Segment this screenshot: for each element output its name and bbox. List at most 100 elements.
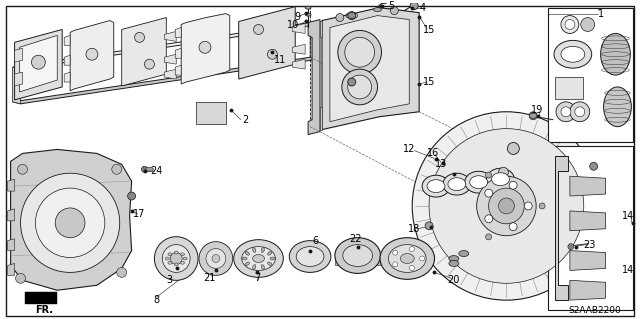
Polygon shape bbox=[181, 14, 230, 84]
Circle shape bbox=[31, 55, 45, 69]
Polygon shape bbox=[175, 65, 181, 75]
Circle shape bbox=[565, 19, 575, 29]
Ellipse shape bbox=[422, 175, 450, 197]
Polygon shape bbox=[570, 280, 605, 300]
Text: 5: 5 bbox=[388, 1, 394, 11]
Ellipse shape bbox=[253, 255, 264, 263]
Ellipse shape bbox=[165, 257, 170, 260]
Ellipse shape bbox=[253, 264, 256, 270]
Text: 21: 21 bbox=[203, 273, 215, 283]
Circle shape bbox=[486, 172, 492, 178]
Text: 15: 15 bbox=[423, 26, 435, 35]
Ellipse shape bbox=[168, 253, 172, 256]
Text: 16: 16 bbox=[427, 148, 439, 159]
Ellipse shape bbox=[443, 173, 470, 195]
Circle shape bbox=[163, 245, 190, 272]
Polygon shape bbox=[164, 69, 176, 79]
Circle shape bbox=[485, 189, 493, 197]
Text: 1: 1 bbox=[598, 9, 604, 19]
Circle shape bbox=[499, 167, 508, 177]
Ellipse shape bbox=[554, 41, 592, 68]
Bar bbox=[548, 8, 634, 142]
Ellipse shape bbox=[561, 46, 585, 62]
Polygon shape bbox=[122, 18, 166, 86]
Ellipse shape bbox=[448, 178, 466, 190]
Ellipse shape bbox=[168, 261, 172, 264]
Circle shape bbox=[199, 242, 233, 275]
Circle shape bbox=[509, 223, 517, 231]
Ellipse shape bbox=[400, 254, 414, 263]
Polygon shape bbox=[70, 20, 114, 91]
Polygon shape bbox=[570, 176, 605, 196]
Polygon shape bbox=[292, 24, 305, 33]
Ellipse shape bbox=[449, 256, 459, 262]
Text: 22: 22 bbox=[349, 234, 362, 244]
Circle shape bbox=[20, 173, 120, 272]
Circle shape bbox=[420, 256, 424, 261]
Ellipse shape bbox=[374, 8, 381, 11]
Ellipse shape bbox=[427, 180, 445, 193]
Text: S2AAB2200: S2AAB2200 bbox=[568, 306, 621, 315]
Text: 13: 13 bbox=[435, 159, 447, 169]
Circle shape bbox=[410, 2, 418, 10]
Polygon shape bbox=[8, 239, 15, 251]
Circle shape bbox=[145, 59, 154, 69]
Polygon shape bbox=[175, 27, 181, 37]
Polygon shape bbox=[13, 67, 20, 104]
Ellipse shape bbox=[335, 238, 381, 273]
Text: 23: 23 bbox=[584, 240, 596, 250]
Text: 20: 20 bbox=[447, 275, 460, 285]
Ellipse shape bbox=[180, 253, 184, 256]
Circle shape bbox=[86, 48, 98, 60]
Polygon shape bbox=[310, 23, 318, 59]
Circle shape bbox=[561, 107, 571, 117]
Polygon shape bbox=[164, 32, 176, 41]
Bar bbox=[555, 77, 583, 99]
Circle shape bbox=[561, 16, 579, 33]
Circle shape bbox=[524, 202, 532, 210]
Circle shape bbox=[170, 253, 182, 264]
Ellipse shape bbox=[289, 241, 331, 272]
Polygon shape bbox=[239, 7, 295, 79]
Ellipse shape bbox=[242, 257, 247, 260]
Text: 7: 7 bbox=[255, 273, 260, 283]
Polygon shape bbox=[15, 48, 22, 62]
Polygon shape bbox=[8, 209, 15, 221]
Ellipse shape bbox=[145, 167, 154, 171]
Polygon shape bbox=[570, 211, 605, 231]
Circle shape bbox=[55, 208, 85, 238]
Circle shape bbox=[575, 107, 585, 117]
Circle shape bbox=[206, 249, 226, 268]
Circle shape bbox=[381, 0, 387, 4]
Circle shape bbox=[116, 267, 127, 277]
Ellipse shape bbox=[388, 245, 426, 272]
Bar bbox=[548, 146, 634, 310]
Circle shape bbox=[134, 33, 145, 42]
Circle shape bbox=[15, 273, 26, 283]
Polygon shape bbox=[175, 48, 181, 58]
Ellipse shape bbox=[268, 251, 272, 255]
Circle shape bbox=[539, 203, 545, 209]
Ellipse shape bbox=[343, 245, 372, 266]
Circle shape bbox=[336, 14, 344, 21]
Circle shape bbox=[348, 11, 356, 19]
Ellipse shape bbox=[268, 262, 272, 266]
Polygon shape bbox=[64, 35, 70, 45]
Circle shape bbox=[486, 234, 492, 240]
Circle shape bbox=[499, 198, 515, 214]
Polygon shape bbox=[11, 149, 132, 290]
Polygon shape bbox=[164, 54, 176, 64]
Circle shape bbox=[412, 112, 600, 300]
Circle shape bbox=[342, 69, 378, 105]
Text: 10: 10 bbox=[287, 19, 300, 29]
Circle shape bbox=[410, 247, 414, 252]
Text: 6: 6 bbox=[312, 236, 318, 246]
Text: 12: 12 bbox=[403, 145, 415, 154]
Circle shape bbox=[529, 112, 537, 120]
Ellipse shape bbox=[492, 173, 509, 186]
Circle shape bbox=[127, 192, 136, 200]
Ellipse shape bbox=[270, 257, 275, 260]
Circle shape bbox=[393, 250, 397, 255]
Ellipse shape bbox=[234, 240, 284, 277]
Ellipse shape bbox=[174, 251, 178, 254]
